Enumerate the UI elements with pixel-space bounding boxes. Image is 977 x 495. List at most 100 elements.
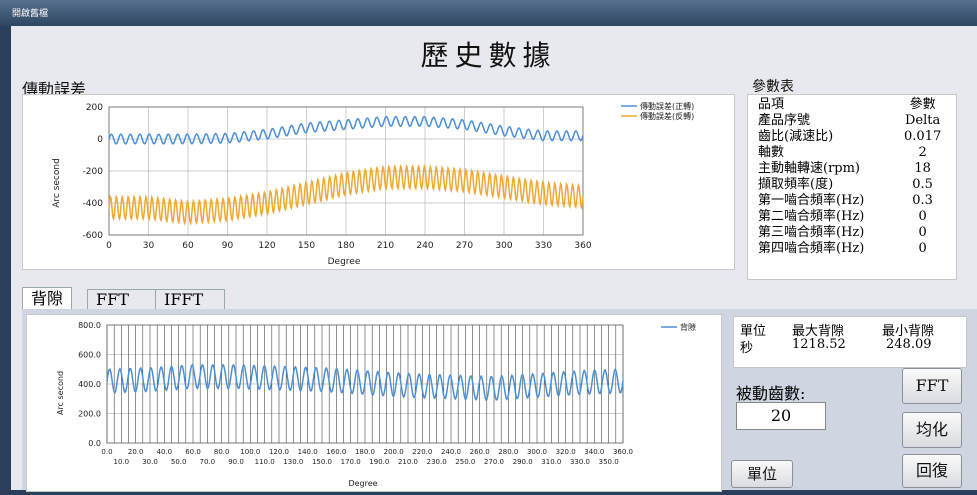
x-tick-label: 90.0 (228, 458, 244, 466)
y-tick-label: -200 (83, 167, 104, 177)
x-tick-label: 0 (106, 241, 112, 251)
params-row: 主動軸轉速(rpm) 18 (752, 161, 952, 177)
param-name: 軸數 (758, 145, 785, 160)
x-tick-label: 150 (298, 241, 315, 251)
param-name: 擷取頻率(度) (758, 177, 834, 192)
backlash-panel: 0.0 200.0 400.0 600.0 800.0 0.0 20.0 40.0 60.0 8… (26, 314, 722, 492)
param-value: 0 (918, 241, 927, 256)
tab-backlash[interactable]: 背隙 (22, 287, 73, 310)
x-tick-label: 230.0 (427, 458, 447, 466)
x-tick-label: 10.0 (114, 458, 130, 466)
restore-button[interactable]: 回復 (902, 454, 962, 488)
x-tick-label: 340.0 (584, 448, 604, 456)
x-tick-label: 140.0 (298, 448, 318, 456)
window-titlebar: 開啟舊檔 (0, 0, 977, 26)
passive-teeth-input[interactable]: 20 (736, 402, 826, 430)
params-header-row: 品項 參數 (752, 97, 952, 113)
unit-button[interactable]: 單位 (731, 460, 793, 488)
x-tick-label: 300.0 (527, 448, 547, 456)
x-tick-label: 170.0 (341, 458, 361, 466)
x-tick-label: 70.0 (200, 458, 216, 466)
x-tick-label: 60.0 (185, 448, 201, 456)
x-tick-label: 190.0 (369, 458, 389, 466)
param-name: 齒比(減速比) (758, 129, 834, 144)
y-tick-label: 800.0 (78, 321, 101, 330)
y-tick-label: -400 (83, 199, 104, 209)
x-tick-label: 110.0 (255, 458, 275, 466)
param-value: 18 (914, 161, 931, 176)
x-tick-label: 80.0 (214, 448, 230, 456)
legend-forward: 傳動誤差(正轉) (640, 101, 694, 111)
y-tick-label: 200 (86, 103, 103, 113)
params-row: 第三嚙合頻率(Hz) 0 (752, 225, 952, 241)
x-tick-label: 240 (416, 241, 433, 251)
tab-fft[interactable]: FFT (87, 289, 157, 310)
x-tick-label: 120.0 (269, 448, 289, 456)
params-row: 齒比(減速比) 0.017 (752, 129, 952, 145)
param-value: 0.3 (912, 193, 933, 208)
x-tick-label: 240.0 (441, 448, 461, 456)
x-tick-label: 330.0 (570, 458, 590, 466)
col-unit-header: 單位 (740, 324, 767, 339)
y-axis-label: Arc second (56, 371, 65, 415)
backlash-table-panel: 單位 最大背隙 最小背隙 秒 1218.52 248.09 (733, 316, 967, 368)
min-backlash-value: 248.09 (886, 337, 932, 352)
param-name: 第三嚙合頻率(Hz) (758, 225, 865, 240)
param-name: 第四嚙合頻率(Hz) (758, 241, 865, 256)
backlash-chart: 0.0 200.0 400.0 600.0 800.0 0.0 20.0 40.0 60.0 8… (56, 321, 696, 488)
x-tick-label: 160.0 (326, 448, 346, 456)
x-tick-label: 270 (456, 241, 473, 251)
x-tick-label: 50.0 (171, 458, 187, 466)
x-tick-label: 270.0 (484, 458, 504, 466)
y-tick-label: -600 (83, 231, 104, 241)
x-tick-label: 180 (337, 241, 354, 251)
unit-value: 秒 (740, 341, 754, 356)
series-line-reverse (108, 163, 584, 226)
params-row: 第二嚙合頻率(Hz) 0 (752, 209, 952, 225)
param-name: 第二嚙合頻率(Hz) (758, 209, 865, 224)
params-row: 擷取頻率(度) 0.5 (752, 177, 952, 193)
param-name: 第一嚙合頻率(Hz) (758, 193, 865, 208)
x-tick-label: 210.0 (398, 458, 418, 466)
y-axis-label: Arc second (52, 158, 62, 208)
x-tick-label: 220.0 (412, 448, 432, 456)
x-tick-label: 120 (258, 241, 275, 251)
legend-backlash: 背隙 (680, 322, 696, 332)
fft-button[interactable]: FFT (902, 368, 962, 404)
x-tick-label: 250.0 (455, 458, 475, 466)
param-name: 產品序號 (758, 113, 811, 128)
y-tick-label: 200.0 (78, 410, 101, 419)
x-tick-label: 40.0 (157, 448, 173, 456)
x-tick-label: 20.0 (128, 448, 144, 456)
param-value: 0 (918, 225, 927, 240)
params-row: 第一嚙合頻率(Hz) 0.3 (752, 193, 952, 209)
series-line-backlash (106, 363, 624, 402)
params-row: 第四嚙合頻率(Hz) 0 (752, 241, 952, 257)
x-tick-label: 290.0 (513, 458, 533, 466)
tab-ifft[interactable]: IFFT (155, 289, 225, 310)
param-value: Delta (905, 113, 941, 128)
x-axis-label: Degree (328, 257, 361, 267)
x-tick-label: 350.0 (599, 458, 619, 466)
col-min-header: 最小背隙 (882, 324, 935, 339)
param-value: 2 (918, 145, 927, 160)
param-value: 0.017 (904, 129, 942, 144)
passive-teeth-label: 被動齒數: (736, 384, 806, 403)
x-tick-label: 360.0 (613, 448, 633, 456)
x-tick-label: 90 (222, 241, 234, 251)
params-header-value: 參數 (909, 97, 936, 112)
params-panel: 品項 參數 產品序號 Delta 齒比(減速比) 0.017 軸數 2 主動軸轉速(r… (747, 94, 957, 280)
x-tick-label: 0.0 (101, 448, 112, 456)
x-tick-label: 280.0 (498, 448, 518, 456)
y-tick-label: 600.0 (78, 351, 101, 360)
params-header-item: 品項 (758, 97, 785, 112)
average-button[interactable]: 均化 (902, 412, 962, 448)
x-tick-label: 200.0 (384, 448, 404, 456)
param-value: 0 (918, 209, 927, 224)
y-tick-label: 400.0 (78, 380, 101, 389)
legend: 傳動誤差(正轉) 傳動誤差(反轉) (621, 101, 694, 121)
page-title: 歷史數據 (420, 39, 557, 72)
y-tick-label: 0.0 (88, 439, 101, 448)
x-tick-label: 180.0 (355, 448, 375, 456)
x-tick-label: 260.0 (470, 448, 490, 456)
